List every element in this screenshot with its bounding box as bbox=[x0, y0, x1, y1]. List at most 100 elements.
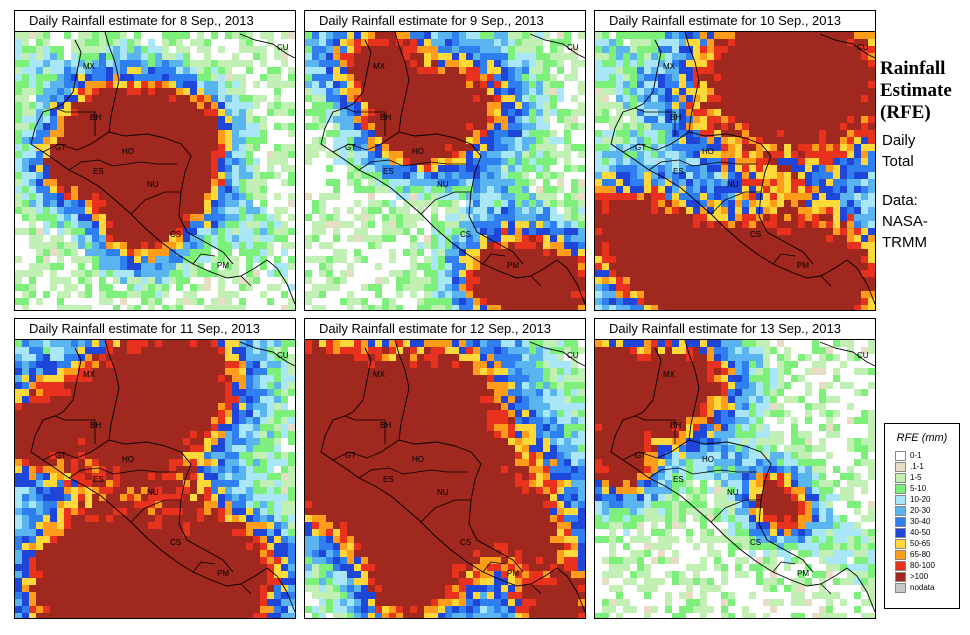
legend-swatch bbox=[895, 516, 906, 527]
country-label: CU bbox=[857, 351, 869, 360]
country-label: HO bbox=[702, 147, 714, 156]
rainfall-map: MX BH GT HO ES NU CS PM CU bbox=[304, 31, 586, 311]
rainfall-map-svg: MX BH GT HO ES NU CS PM CU bbox=[15, 32, 295, 310]
legend-title: RFE (mm) bbox=[896, 432, 948, 444]
panel-title: Daily Rainfall estimate for 9 Sep., 2013 bbox=[304, 10, 586, 32]
country-label: CS bbox=[170, 230, 181, 239]
product-title-line: Estimate bbox=[880, 80, 952, 101]
panel-title: Daily Rainfall estimate for 10 Sep., 201… bbox=[594, 10, 876, 32]
product-title-line: Rainfall bbox=[880, 58, 946, 79]
country-label: BH bbox=[380, 421, 391, 430]
country-label: NU bbox=[147, 488, 159, 497]
legend-item: 80-100 bbox=[895, 560, 959, 571]
country-label: CS bbox=[750, 230, 761, 239]
country-label: NU bbox=[727, 180, 739, 189]
legend-label: 5-10 bbox=[910, 483, 927, 493]
rainfall-map: MX BH GT HO ES NU CS PM CU bbox=[594, 31, 876, 311]
country-label: ES bbox=[383, 475, 394, 484]
coastline bbox=[610, 39, 875, 305]
country-label: ES bbox=[93, 475, 104, 484]
rainfall-field bbox=[305, 340, 585, 618]
rainfall-field bbox=[595, 32, 875, 310]
country-label: CS bbox=[460, 538, 471, 547]
legend-swatch bbox=[895, 450, 906, 461]
country-label: ES bbox=[673, 475, 684, 484]
legend-label: 30-40 bbox=[910, 516, 931, 526]
legend-label: 80-100 bbox=[910, 560, 935, 570]
country-label: CU bbox=[277, 43, 289, 52]
rainfall-map-svg: MX BH GT HO ES NU CS PM CU bbox=[305, 32, 585, 310]
rainfall-map: MX BH GT HO ES NU CS PM CU bbox=[594, 339, 876, 619]
country-label: BH bbox=[670, 421, 681, 430]
country-label: MX bbox=[83, 62, 96, 71]
legend-item: 10-20 bbox=[895, 494, 959, 505]
country-label: BH bbox=[90, 113, 101, 122]
coastline bbox=[320, 39, 585, 305]
rainfall-map: MX BH GT HO ES NU CS PM CU bbox=[14, 31, 296, 311]
legend-item: .1-1 bbox=[895, 461, 959, 472]
legend-item: 50-65 bbox=[895, 538, 959, 549]
country-label: NU bbox=[437, 180, 449, 189]
coastline bbox=[30, 39, 295, 305]
coastline bbox=[320, 347, 585, 613]
country-label: MX bbox=[373, 62, 386, 71]
country-label: HO bbox=[702, 455, 714, 464]
cuba-outline bbox=[819, 33, 875, 59]
country-label: CS bbox=[460, 230, 471, 239]
cuba-outline bbox=[819, 341, 875, 367]
coastline bbox=[684, 32, 814, 265]
country-borders bbox=[42, 107, 252, 287]
legend-item: 65-80 bbox=[895, 549, 959, 560]
legend-item: 30-40 bbox=[895, 516, 959, 527]
country-label: GT bbox=[55, 143, 66, 152]
legend-item: nodata bbox=[895, 582, 959, 593]
rainfall-map-svg: MX BH GT HO ES NU CS PM CU bbox=[595, 340, 875, 618]
legend-swatch bbox=[895, 549, 906, 560]
legend-swatch bbox=[895, 472, 906, 483]
country-label: ES bbox=[93, 167, 104, 176]
product-title: Rainfall Estimate (RFE) bbox=[880, 58, 952, 124]
legend-swatch bbox=[895, 461, 906, 472]
country-label: GT bbox=[345, 451, 356, 460]
rainfall-field bbox=[595, 340, 875, 618]
country-label: GT bbox=[345, 143, 356, 152]
country-label: GT bbox=[635, 143, 646, 152]
rainfall-field bbox=[15, 340, 295, 618]
country-label: GT bbox=[55, 451, 66, 460]
coastline bbox=[394, 340, 524, 573]
legend-label: 40-50 bbox=[910, 527, 931, 537]
country-label: PM bbox=[217, 261, 229, 270]
country-borders bbox=[332, 107, 542, 287]
cuba-outline bbox=[239, 33, 295, 59]
data-source-line: Data: bbox=[882, 192, 918, 209]
country-label: HO bbox=[122, 147, 134, 156]
data-source-line: TRMM bbox=[882, 234, 927, 251]
legend-swatch bbox=[895, 582, 906, 593]
country-label: HO bbox=[412, 455, 424, 464]
country-label: MX bbox=[663, 370, 676, 379]
cuba-outline bbox=[529, 341, 585, 367]
country-label: PM bbox=[797, 261, 809, 270]
country-label: GT bbox=[635, 451, 646, 460]
legend-item: 0-1 bbox=[895, 450, 959, 461]
country-label: BH bbox=[670, 113, 681, 122]
coastline bbox=[610, 347, 875, 613]
country-borders bbox=[42, 415, 252, 595]
coastline bbox=[104, 32, 234, 265]
legend-rows: 0-1.1-1 1-5 5-10 10-20 20-30 30-40 40-50 50-65 6… bbox=[885, 450, 959, 593]
country-label: HO bbox=[122, 455, 134, 464]
legend-label: >100 bbox=[910, 571, 929, 581]
legend-item: 40-50 bbox=[895, 527, 959, 538]
legend-label: 0-1 bbox=[910, 450, 922, 460]
legend-label: nodata bbox=[910, 582, 935, 592]
country-label: NU bbox=[147, 180, 159, 189]
legend-item: 1-5 bbox=[895, 472, 959, 483]
rainfall-field bbox=[15, 32, 295, 310]
rainfall-map-svg: MX BH GT HO ES NU CS PM CU bbox=[305, 340, 585, 618]
country-label: CU bbox=[277, 351, 289, 360]
country-label: ES bbox=[673, 167, 684, 176]
accumulation-line: Total bbox=[882, 153, 914, 170]
country-label: PM bbox=[507, 261, 519, 270]
cuba-outline bbox=[529, 33, 585, 59]
cuba-outline bbox=[239, 341, 295, 367]
